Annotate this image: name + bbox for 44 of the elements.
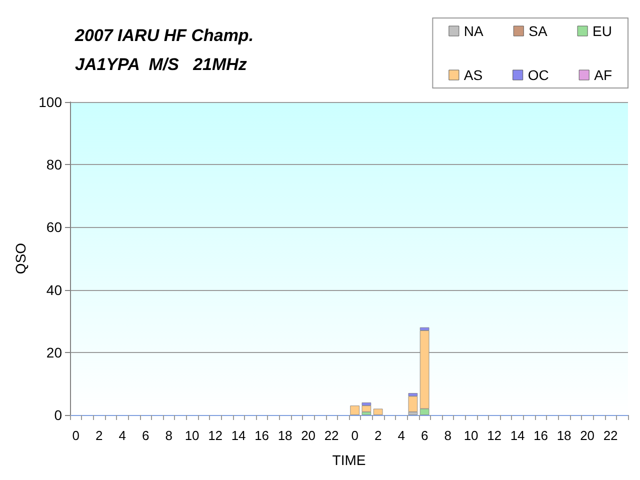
legend-label: AF: [594, 67, 612, 83]
x-tick-label: 16: [254, 428, 270, 443]
legend-label: AS: [464, 67, 483, 83]
bar: [373, 408, 383, 415]
bar: [350, 406, 360, 415]
x-tick-label: 10: [184, 428, 200, 443]
bar: [362, 406, 372, 412]
x-tick-label: 8: [444, 428, 452, 443]
x-tick-label: 10: [464, 428, 478, 443]
bar: [408, 396, 418, 412]
x-tick-label: 18: [556, 428, 572, 443]
legend-label: NA: [464, 23, 484, 39]
y-axis-title: QSO: [12, 242, 29, 274]
y-tick-label: 80: [46, 156, 62, 173]
x-axis-title: TIME: [332, 452, 366, 468]
y-tick-label: 60: [46, 219, 62, 236]
x-tick-label: 16: [534, 428, 548, 443]
x-tick-label: 4: [398, 428, 405, 443]
y-tick-label: 100: [38, 94, 62, 110]
x-tick-label: 14: [510, 428, 525, 443]
y-tick-label: 40: [46, 282, 62, 298]
x-tick-label: 22: [603, 428, 618, 443]
chart-subtitle: JA1YPA M/S 21MHz: [75, 55, 248, 74]
x-tick-label: 6: [420, 428, 428, 443]
y-tick-label: 0: [54, 407, 62, 423]
x-tick-label: 0: [351, 428, 358, 443]
x-tick-label: 14: [231, 428, 246, 443]
x-tick-label: 4: [118, 428, 126, 443]
x-tick-label: 20: [301, 428, 316, 443]
x-tick-label: 12: [487, 428, 502, 443]
chart-title: 2007 IARU HF Champ.: [74, 26, 254, 45]
x-tick-label: 8: [165, 428, 172, 443]
y-tick-label: 20: [46, 344, 62, 360]
x-tick-label: 2: [374, 428, 382, 443]
x-tick-label: 20: [580, 428, 595, 443]
x-tick-label: 0: [72, 428, 80, 443]
legend-label: EU: [592, 23, 612, 39]
x-tick-label: 2: [95, 428, 103, 443]
x-tick-label: 18: [278, 428, 292, 443]
legend-label: OC: [528, 67, 549, 83]
x-tick-label: 12: [208, 428, 223, 443]
x-tick-label: 6: [142, 428, 150, 443]
x-tick-label: 22: [324, 428, 339, 443]
legend-label: SA: [528, 23, 548, 39]
